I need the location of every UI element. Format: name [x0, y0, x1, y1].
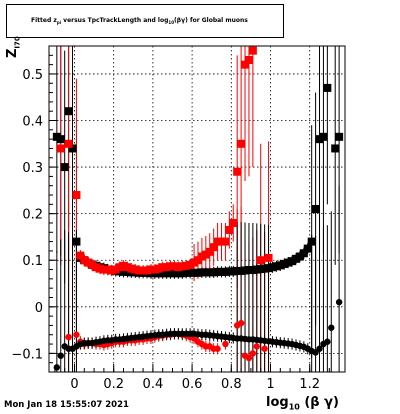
data-point-circle	[222, 340, 229, 348]
data-point-circle	[324, 338, 331, 345]
x-tick-label: 0.4	[143, 377, 164, 392]
data-point-square	[303, 244, 312, 253]
data-point-circle	[245, 354, 253, 362]
data-point-square	[64, 139, 73, 148]
plot-frame	[48, 45, 346, 373]
x-tick-label: 1.2	[299, 377, 320, 392]
data-point-square	[299, 249, 308, 258]
data-point-square	[72, 237, 81, 246]
chart-title-box: Fitted zpi versus TpcTrackLength and log…	[6, 4, 284, 38]
y-tick-label: 0.4	[22, 115, 43, 130]
data-point-square	[56, 135, 65, 144]
data-point-circle	[316, 345, 323, 352]
y-tick-label: −0.1	[11, 347, 43, 362]
data-point-square	[72, 191, 81, 200]
data-point-square	[256, 256, 265, 265]
data-point-square	[205, 247, 214, 256]
data-point-square	[264, 253, 273, 262]
x-axis-label: log10 (β γ)	[266, 395, 339, 412]
data-point-square	[307, 237, 316, 246]
data-point-square	[221, 237, 230, 246]
data-point-square	[237, 139, 246, 148]
data-point-square	[76, 251, 85, 260]
data-point-square	[60, 163, 69, 172]
data-point-square	[56, 144, 65, 153]
x-tick-label: 0.8	[221, 377, 242, 392]
data-point-square	[323, 83, 332, 92]
data-point-square	[335, 132, 344, 141]
data-point-square	[229, 218, 238, 227]
data-point-square	[225, 225, 234, 234]
y-tick-label: 0.2	[22, 208, 43, 223]
data-point-circle	[335, 298, 343, 306]
x-tick-label: 0.6	[182, 377, 203, 392]
data-point-square	[331, 144, 340, 153]
timestamp: Mon Jan 18 15:55:07 2021	[4, 400, 129, 410]
data-point-circle	[328, 324, 335, 331]
x-tick-label: 0	[70, 377, 78, 392]
data-point-circle	[57, 352, 64, 359]
data-point-circle	[249, 350, 257, 357]
data-point-circle	[253, 343, 260, 350]
data-point-circle	[214, 345, 221, 352]
data-point-circle	[73, 331, 80, 338]
x-tick-label: 1	[266, 377, 274, 392]
y-tick-label: 0	[35, 301, 43, 316]
y-tick-label: 0.3	[22, 161, 43, 176]
data-point-square	[311, 205, 320, 213]
x-tick-label: 0.2	[103, 377, 124, 392]
data-point-circle	[237, 319, 245, 327]
chart-title: Fitted zpi versus TpcTrackLength and log…	[31, 17, 248, 26]
data-point-square	[248, 46, 257, 55]
data-point-square	[209, 243, 218, 252]
y-tick-label: 0.1	[22, 254, 43, 269]
data-point-square	[233, 167, 242, 176]
plot-area	[49, 46, 345, 372]
y-axis-label: ZI70	[5, 36, 22, 58]
data-point-square	[68, 144, 77, 153]
data-point-square	[319, 132, 328, 141]
data-point-square	[241, 60, 250, 69]
y-tick-label: 0.5	[22, 68, 43, 83]
data-point-square	[244, 55, 253, 64]
data-point-circle	[65, 333, 72, 341]
data-point-circle	[261, 345, 268, 352]
data-point-square	[64, 107, 73, 116]
